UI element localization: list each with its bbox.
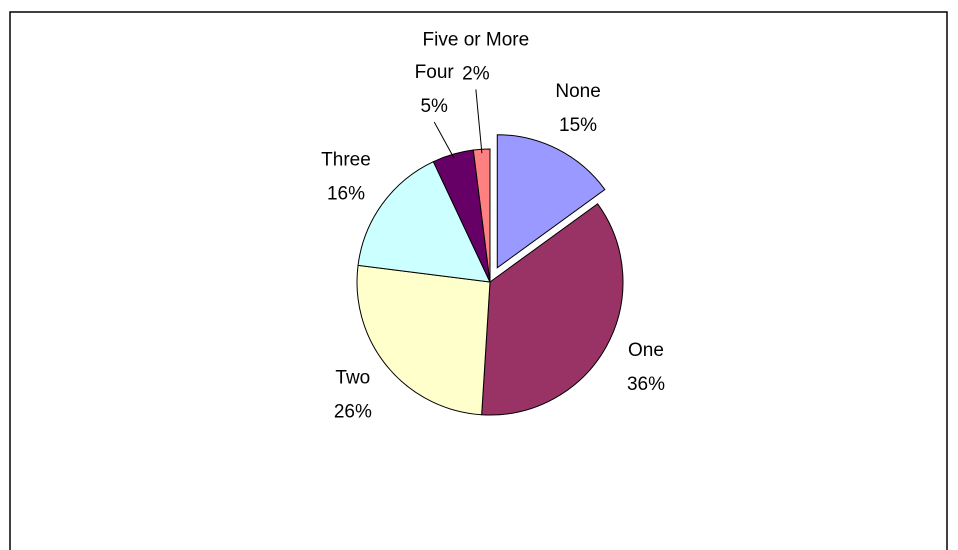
pie-slice bbox=[481, 203, 624, 416]
slice-label: None bbox=[555, 81, 600, 102]
slice-value: 26% bbox=[334, 401, 372, 422]
pie-slice bbox=[357, 160, 491, 283]
slice-label: Five or More bbox=[423, 29, 530, 50]
slice-value: 5% bbox=[420, 96, 448, 117]
leader-line bbox=[433, 121, 455, 159]
slice-label: One bbox=[628, 340, 664, 361]
slice-value: 15% bbox=[559, 115, 597, 136]
pie-slice bbox=[496, 134, 606, 269]
leader-line bbox=[475, 89, 483, 154]
pie-slice bbox=[356, 264, 491, 416]
slice-label: Three bbox=[321, 149, 371, 170]
slice-value: 2% bbox=[462, 63, 490, 84]
slice-label: Four bbox=[415, 62, 455, 83]
slice-value: 36% bbox=[627, 374, 665, 395]
slice-value: 16% bbox=[327, 183, 365, 204]
slice-label: Two bbox=[335, 367, 370, 388]
